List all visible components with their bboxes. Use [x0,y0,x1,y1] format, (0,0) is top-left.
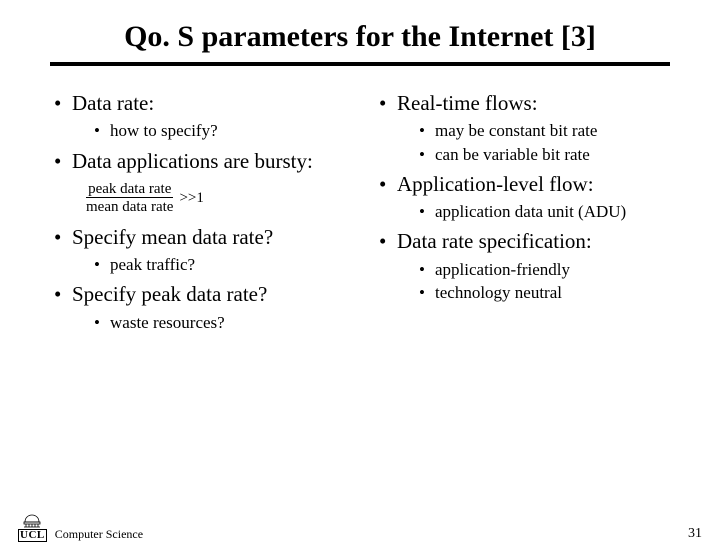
sub-item: how to specify? [94,120,345,141]
list-item: Specify mean data rate? peak traffic? [50,224,345,276]
list-item: Data rate: how to specify? [50,90,345,142]
slide-title: Qo. S parameters for the Internet [3] [50,20,670,54]
list-item: Data rate specification: application-fri… [375,228,670,303]
fraction: peak data rate mean data rate [86,181,173,216]
formula: peak data rate mean data rate >>1 [86,180,345,216]
list-item: Data applications are bursty: [50,148,345,174]
fraction-denominator: mean data rate [86,197,173,216]
sub-item: application data unit (ADU) [419,201,670,222]
formula-tail: >>1 [179,190,203,207]
ucl-logo: UCL [18,514,47,542]
sub-list: application data unit (ADU) [397,201,670,222]
footer-left: UCL Computer Science [18,514,143,542]
sub-item: can be variable bit rate [419,144,670,165]
sub-item: may be constant bit rate [419,120,670,141]
title-rule [50,62,670,66]
list-label: Specify peak data rate? [72,282,267,306]
department-label: Computer Science [55,527,143,542]
sub-item: application-friendly [419,259,670,280]
list-label: Data rate specification: [397,229,592,253]
left-list-1: Data rate: how to specify? Data applicat… [50,90,345,174]
list-label: Data applications are bursty: [72,149,313,173]
list-item: Real-time flows: may be constant bit rat… [375,90,670,165]
slide: Qo. S parameters for the Internet [3] Da… [0,0,720,554]
sub-list: application-friendly technology neutral [397,259,670,304]
fraction-numerator: peak data rate [88,181,171,198]
list-item: Application-level flow: application data… [375,171,670,223]
sub-list: waste resources? [72,312,345,333]
sub-list: may be constant bit rate can be variable… [397,120,670,165]
content-columns: Data rate: how to specify? Data applicat… [50,90,670,339]
left-list-2: Specify mean data rate? peak traffic? Sp… [50,224,345,333]
sub-item: technology neutral [419,282,670,303]
sub-item: peak traffic? [94,254,345,275]
list-label: Real-time flows: [397,91,538,115]
ucl-text: UCL [18,529,47,542]
list-item: Specify peak data rate? waste resources? [50,281,345,333]
sub-item: waste resources? [94,312,345,333]
sub-list: peak traffic? [72,254,345,275]
dome-icon [22,514,42,528]
right-column: Real-time flows: may be constant bit rat… [375,90,670,339]
page-number: 31 [688,526,702,542]
list-label: Application-level flow: [397,172,594,196]
footer: UCL Computer Science 31 [18,514,702,542]
right-list: Real-time flows: may be constant bit rat… [375,90,670,303]
list-label: Specify mean data rate? [72,225,273,249]
left-column: Data rate: how to specify? Data applicat… [50,90,345,339]
list-label: Data rate: [72,91,154,115]
sub-list: how to specify? [72,120,345,141]
